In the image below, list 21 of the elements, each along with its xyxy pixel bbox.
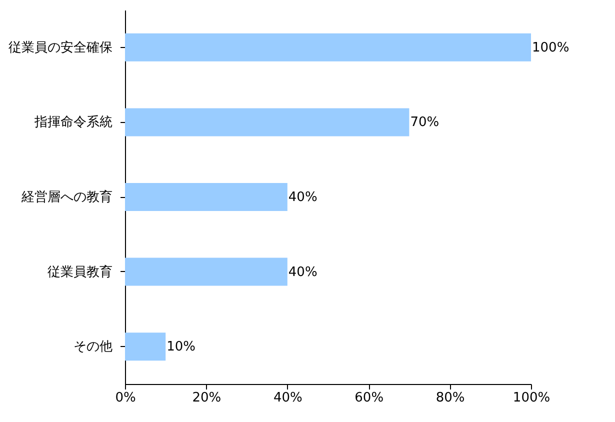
data-label: 40% bbox=[288, 190, 318, 205]
x-tick-label: 100% bbox=[512, 390, 550, 406]
y-tick-label: その他 bbox=[74, 340, 112, 355]
data-label: 10% bbox=[166, 340, 196, 355]
bar bbox=[125, 33, 531, 62]
bar bbox=[125, 332, 166, 361]
y-tick-label: 指揮命令系統 bbox=[34, 115, 112, 130]
x-tick-label: 60% bbox=[354, 390, 384, 406]
x-tick-label: 20% bbox=[192, 390, 222, 406]
data-label: 100% bbox=[532, 40, 570, 56]
data-label: 70% bbox=[410, 115, 440, 130]
bar bbox=[125, 108, 410, 136]
data-label: 40% bbox=[288, 264, 318, 280]
y-tick-label: 従業員教育 bbox=[48, 264, 112, 280]
x-tick-label: 80% bbox=[436, 390, 465, 406]
y-tick-label: 従業員の安全確保 bbox=[8, 39, 112, 56]
x-tick-label: 0% bbox=[115, 390, 136, 406]
bar bbox=[125, 258, 288, 286]
bar bbox=[125, 183, 288, 211]
y-tick-label: 経営層への教育 bbox=[20, 189, 112, 205]
x-tick-label: 40% bbox=[273, 390, 302, 406]
